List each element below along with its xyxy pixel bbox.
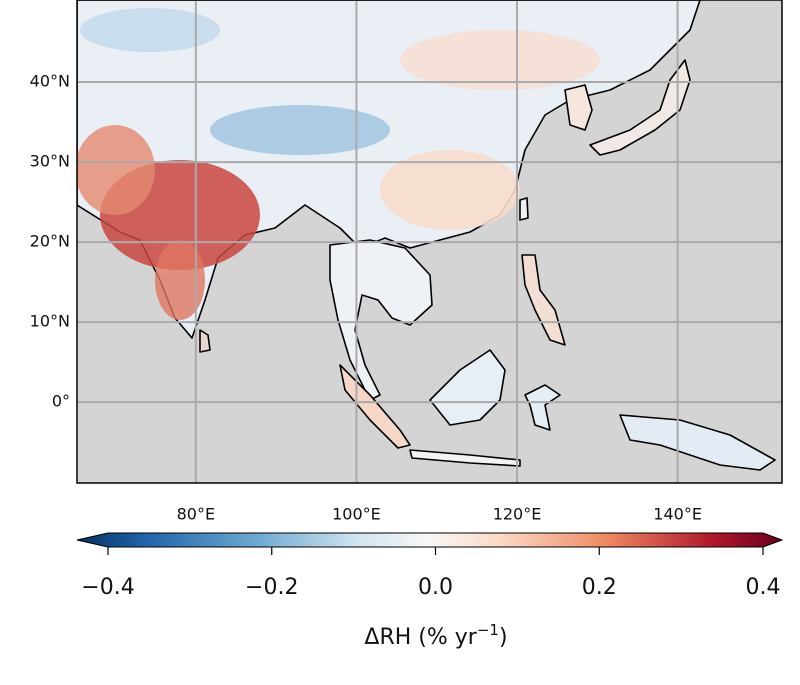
colorbar-label: ΔRH (% yr−1) — [364, 621, 507, 651]
sumatra — [339, 364, 411, 449]
map-frame — [76, 0, 783, 484]
new-guinea — [619, 414, 776, 471]
lon-tick-label: 80°E — [177, 505, 215, 524]
land-shade — [210, 105, 390, 155]
lon-tick-label: 140°E — [653, 505, 702, 524]
sri-lanka — [199, 329, 211, 353]
korea — [564, 84, 593, 131]
land-shade — [380, 150, 520, 230]
lat-tick-label: 40°N — [30, 72, 70, 91]
lat-tick-label: 20°N — [30, 232, 70, 251]
lat-tick-label: 30°N — [30, 152, 70, 171]
land-shade — [80, 8, 220, 52]
colorbar-tick-label: −0.2 — [245, 575, 298, 600]
colorbar-tick-label: −0.4 — [81, 575, 134, 600]
land-shade — [155, 240, 205, 320]
taiwan — [519, 197, 529, 221]
sulawesi — [524, 384, 561, 431]
japan — [589, 59, 691, 156]
lon-tick-label: 100°E — [332, 505, 381, 524]
map — [77, 0, 782, 483]
land-shade — [77, 125, 155, 215]
colorbar-bar — [76, 532, 784, 548]
lon-tick-label: 120°E — [493, 505, 542, 524]
colorbar-tick-label: 0.2 — [582, 575, 617, 600]
colorbar-tick-label: 0.4 — [746, 575, 781, 600]
java — [409, 449, 521, 467]
colorbar — [76, 532, 784, 548]
colorbar-tick-label: 0.0 — [418, 575, 453, 600]
lat-tick-label: 10°N — [30, 312, 70, 331]
land-shade — [400, 30, 600, 90]
borneo — [429, 349, 506, 426]
lat-tick-label: 0° — [52, 392, 70, 411]
